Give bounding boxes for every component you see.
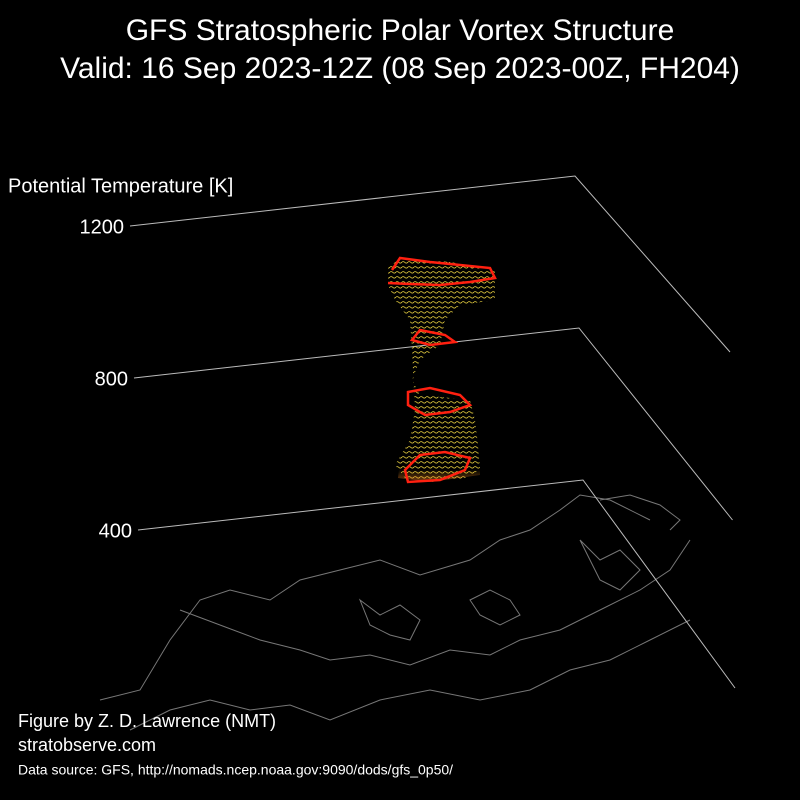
map [99, 494, 691, 731]
coastline [358, 598, 421, 641]
vortex-base [398, 420, 480, 482]
plane-edge [133, 327, 733, 521]
coastline [179, 539, 691, 666]
chart-subtitle: Valid: 16 Sep 2023-12Z (08 Sep 2023-00Z,… [60, 52, 740, 85]
vortex-contour [403, 450, 472, 484]
coastline [469, 589, 521, 626]
credit: Figure by Z. D. Lawrence (NMT) [18, 711, 276, 731]
vortex [387, 256, 497, 484]
y-tick-label: 800 [95, 368, 128, 390]
vortex-contour [409, 328, 459, 347]
chart-title: GFS Stratospheric Polar Vortex Structure [126, 14, 675, 47]
coastline [99, 494, 651, 701]
plane-edge [137, 479, 736, 689]
vortex-contour [406, 386, 473, 417]
data-source: Data source: GFS, http://nomads.ncep.noa… [18, 762, 453, 778]
axis-label: Potential Temperature [K] [8, 175, 233, 197]
vortex-contour [387, 256, 497, 287]
coastline [599, 494, 681, 531]
y-tick-label: 400 [99, 520, 132, 542]
plane-edge [129, 175, 731, 353]
y-tick-label: 1200 [80, 216, 125, 238]
coastline [129, 619, 691, 731]
coastline [579, 539, 641, 591]
planes [129, 175, 736, 689]
website: stratobserve.com [18, 735, 156, 755]
